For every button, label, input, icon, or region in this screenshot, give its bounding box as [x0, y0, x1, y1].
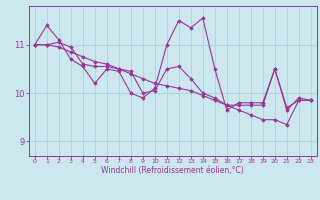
X-axis label: Windchill (Refroidissement éolien,°C): Windchill (Refroidissement éolien,°C)	[101, 166, 244, 175]
